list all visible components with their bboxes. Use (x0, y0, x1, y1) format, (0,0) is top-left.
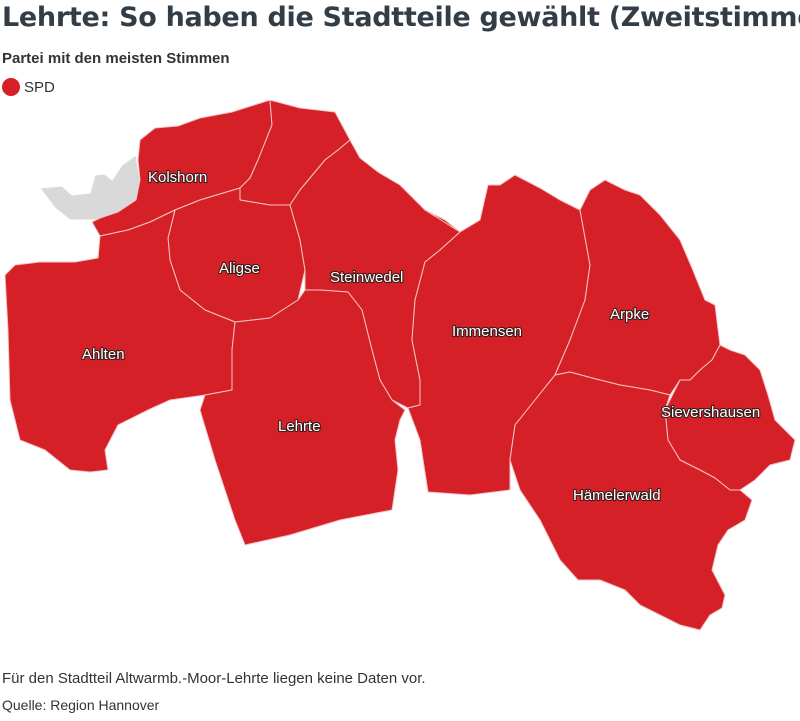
district-altwarmbuechen-no-data[interactable] (39, 154, 141, 221)
legend-label-spd: SPD (24, 78, 55, 96)
legend-swatch-spd (2, 78, 20, 96)
district-haemelerwald[interactable] (509, 371, 753, 631)
label-sievershausen: Sievershausen (661, 404, 760, 421)
label-arpke: Arpke (610, 306, 649, 323)
label-haemelerwald: Hämelerwald (573, 487, 661, 504)
label-lehrte: Lehrte (278, 418, 321, 435)
label-immensen: Immensen (452, 323, 522, 340)
footer-source: Quelle: Region Hannover (2, 697, 160, 713)
district-ahlten[interactable] (4, 209, 236, 473)
chart-title: Lehrte: So haben die Stadtteile gewählt … (2, 2, 800, 33)
district-sievershausen[interactable] (664, 344, 796, 491)
label-steinwedel: Steinwedel (330, 269, 403, 286)
chart-subtitle: Partei mit den meisten Stimmen (2, 50, 230, 67)
district-lehrte[interactable] (199, 289, 406, 546)
label-aligse: Aligse (219, 260, 260, 277)
footer-note: Für den Stadtteil Altwarmb.-Moor-Lehrte … (2, 670, 426, 687)
label-kolshorn: Kolshorn (148, 169, 207, 186)
legend: SPD (2, 78, 55, 96)
district-map: Kolshorn Aligse Steinwedel Ahlten Lehrte… (4, 100, 796, 631)
label-ahlten: Ahlten (82, 346, 125, 363)
